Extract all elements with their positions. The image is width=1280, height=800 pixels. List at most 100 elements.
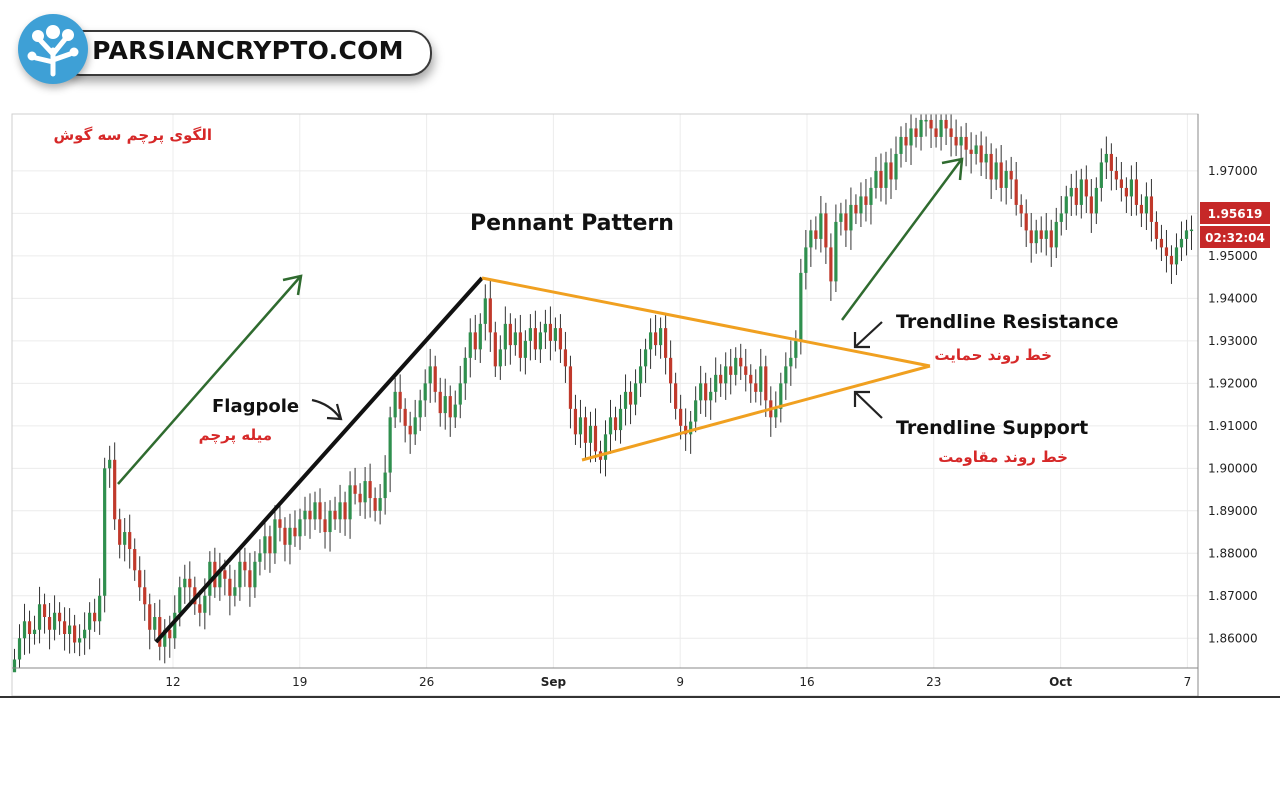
- candle: [819, 195, 823, 253]
- candle: [1089, 179, 1093, 233]
- candle: [699, 365, 703, 414]
- candle: [759, 348, 763, 406]
- candle: [999, 145, 1003, 202]
- candle: [518, 314, 522, 372]
- candle: [694, 386, 698, 433]
- candle: [1044, 212, 1048, 256]
- candle: [1029, 212, 1033, 263]
- candle: [268, 525, 272, 573]
- x-tick-label: 23: [926, 675, 941, 689]
- resistance-persian-label: خط روند حمایت: [934, 346, 1052, 364]
- candle: [358, 483, 362, 516]
- candle: [1039, 216, 1043, 253]
- candle: [553, 317, 558, 352]
- x-tick-label: 7: [1184, 675, 1192, 689]
- candle: [448, 385, 452, 437]
- candle: [1059, 195, 1063, 236]
- x-tick-label: 12: [165, 675, 180, 689]
- candle: [1179, 221, 1184, 261]
- flagpole-pointer-arrow: [311, 398, 343, 421]
- candle: [643, 338, 648, 383]
- candle: [684, 408, 688, 451]
- candle: [578, 399, 583, 448]
- candle: [558, 314, 563, 363]
- candle: [774, 391, 778, 428]
- candle: [543, 309, 548, 349]
- candle: [949, 114, 953, 157]
- x-tick-label: 19: [292, 675, 307, 689]
- candle: [1099, 148, 1103, 202]
- candle: [849, 187, 853, 250]
- candle: [874, 156, 878, 199]
- y-tick-label: 1.90000: [1208, 461, 1258, 475]
- candle: [618, 394, 623, 444]
- candle: [959, 126, 963, 160]
- candle: [308, 493, 312, 539]
- candle: [1119, 162, 1123, 202]
- support-persian-label: خط روند مقاومت: [938, 448, 1068, 466]
- y-tick-label: 1.88000: [1208, 546, 1258, 560]
- candle: [568, 355, 573, 429]
- candle: [62, 607, 67, 651]
- candle: [513, 318, 517, 356]
- candle: [293, 510, 297, 547]
- support-trendline: [581, 364, 931, 462]
- candle: [47, 602, 52, 650]
- candle: [1069, 173, 1073, 216]
- price-axis: [0, 113, 1280, 698]
- candle: [548, 306, 553, 361]
- tree-logo-icon: [18, 14, 88, 84]
- candle: [423, 369, 427, 417]
- candle: [343, 491, 347, 536]
- last-price-box: [1200, 202, 1270, 224]
- candle: [288, 513, 292, 565]
- y-tick-label: 1.94000: [1208, 291, 1258, 305]
- candle: [1104, 136, 1108, 180]
- site-logo[interactable]: PARSIANCRYPTO.COM: [18, 14, 432, 84]
- y-tick-label: 1.91000: [1208, 419, 1258, 433]
- candle: [1144, 182, 1149, 230]
- support-pointer-arrow: [853, 390, 883, 419]
- candle: [899, 126, 903, 168]
- candle: [1149, 179, 1154, 242]
- candle: [133, 538, 137, 581]
- candle: [789, 340, 793, 386]
- countdown-box: [1200, 226, 1270, 248]
- candle: [704, 372, 708, 417]
- tree-icon-glyph: [27, 25, 79, 77]
- candle: [1134, 162, 1139, 216]
- candle: [533, 310, 537, 360]
- candle: [689, 410, 693, 454]
- candle: [994, 148, 998, 191]
- candle: [238, 551, 242, 601]
- candle: [313, 491, 317, 530]
- candle: [1084, 165, 1088, 213]
- candle: [709, 377, 713, 420]
- y-tick-label: 1.87000: [1208, 589, 1258, 603]
- candle: [1054, 207, 1058, 259]
- candle: [754, 369, 758, 403]
- candle: [298, 508, 302, 550]
- candle: [22, 603, 27, 655]
- candle: [528, 314, 532, 361]
- candle: [138, 556, 142, 601]
- candle: [338, 484, 342, 533]
- candle: [864, 179, 868, 222]
- candle: [428, 348, 432, 403]
- resistance-trendline: [481, 276, 931, 368]
- candle: [37, 586, 42, 644]
- candle: [1014, 162, 1018, 216]
- candle: [1169, 245, 1174, 284]
- candle: [418, 389, 422, 431]
- candle: [839, 202, 843, 236]
- chart-border: [11, 113, 1199, 697]
- candle: [168, 615, 172, 658]
- candle: [954, 119, 958, 157]
- candle: [118, 508, 122, 559]
- candle: [984, 136, 988, 180]
- candle: [854, 194, 858, 225]
- candle: [413, 399, 417, 445]
- last-price-tag: 1.95619 02:32:04: [1200, 202, 1270, 248]
- candle: [573, 394, 578, 445]
- candle: [198, 590, 202, 627]
